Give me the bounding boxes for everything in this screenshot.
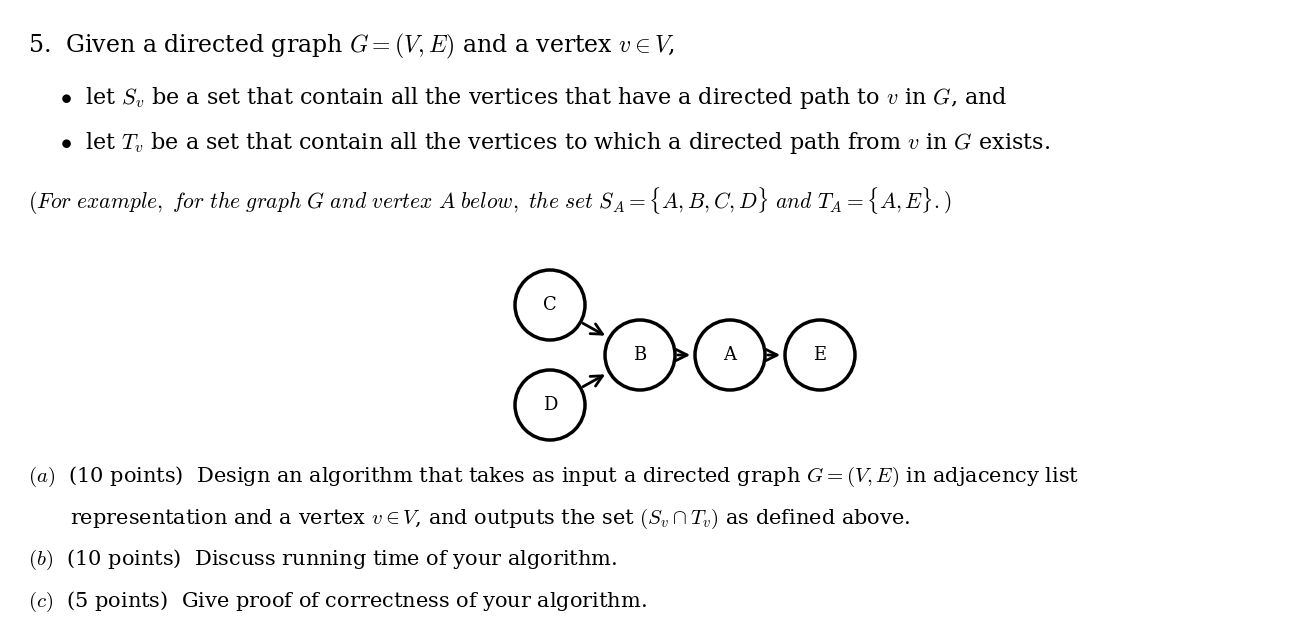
Text: $\bullet$  let $T_v$ be a set that contain all the vertices to which a directed : $\bullet$ let $T_v$ be a set that contai… — [60, 130, 1050, 156]
Text: E: E — [814, 346, 827, 364]
Circle shape — [785, 320, 855, 390]
Text: representation and a vertex $v \in V$, and outputs the set $(S_v \cap T_v)$ as d: representation and a vertex $v \in V$, a… — [70, 507, 911, 531]
Text: $(a)$  (10 points)  Design an algorithm that takes as input a directed graph $G : $(a)$ (10 points) Design an algorithm th… — [29, 465, 1080, 489]
Text: B: B — [634, 346, 647, 364]
Text: $\bullet$  let $S_v$ be a set that contain all the vertices that have a directed: $\bullet$ let $S_v$ be a set that contai… — [60, 85, 1007, 111]
Circle shape — [515, 270, 584, 340]
Text: A: A — [723, 346, 736, 364]
Circle shape — [515, 370, 584, 440]
Text: $(c)$  (5 points)  Give proof of correctness of your algorithm.: $(c)$ (5 points) Give proof of correctne… — [29, 590, 647, 614]
Text: $(b)$  (10 points)  Discuss running time of your algorithm.: $(b)$ (10 points) Discuss running time o… — [29, 548, 617, 572]
Text: D: D — [543, 396, 557, 414]
Circle shape — [695, 320, 765, 390]
Text: C: C — [543, 296, 557, 314]
Text: $\mathit{(For\ example,\ for\ the\ graph}\ \mathit{G}\ \mathit{and\ vertex}\ \ma: $\mathit{(For\ example,\ for\ the\ graph… — [29, 185, 951, 217]
Circle shape — [605, 320, 675, 390]
Text: 5.  Given a directed graph $G = (V, E)$ and a vertex $v \in V$,: 5. Given a directed graph $G = (V, E)$ a… — [29, 32, 675, 61]
